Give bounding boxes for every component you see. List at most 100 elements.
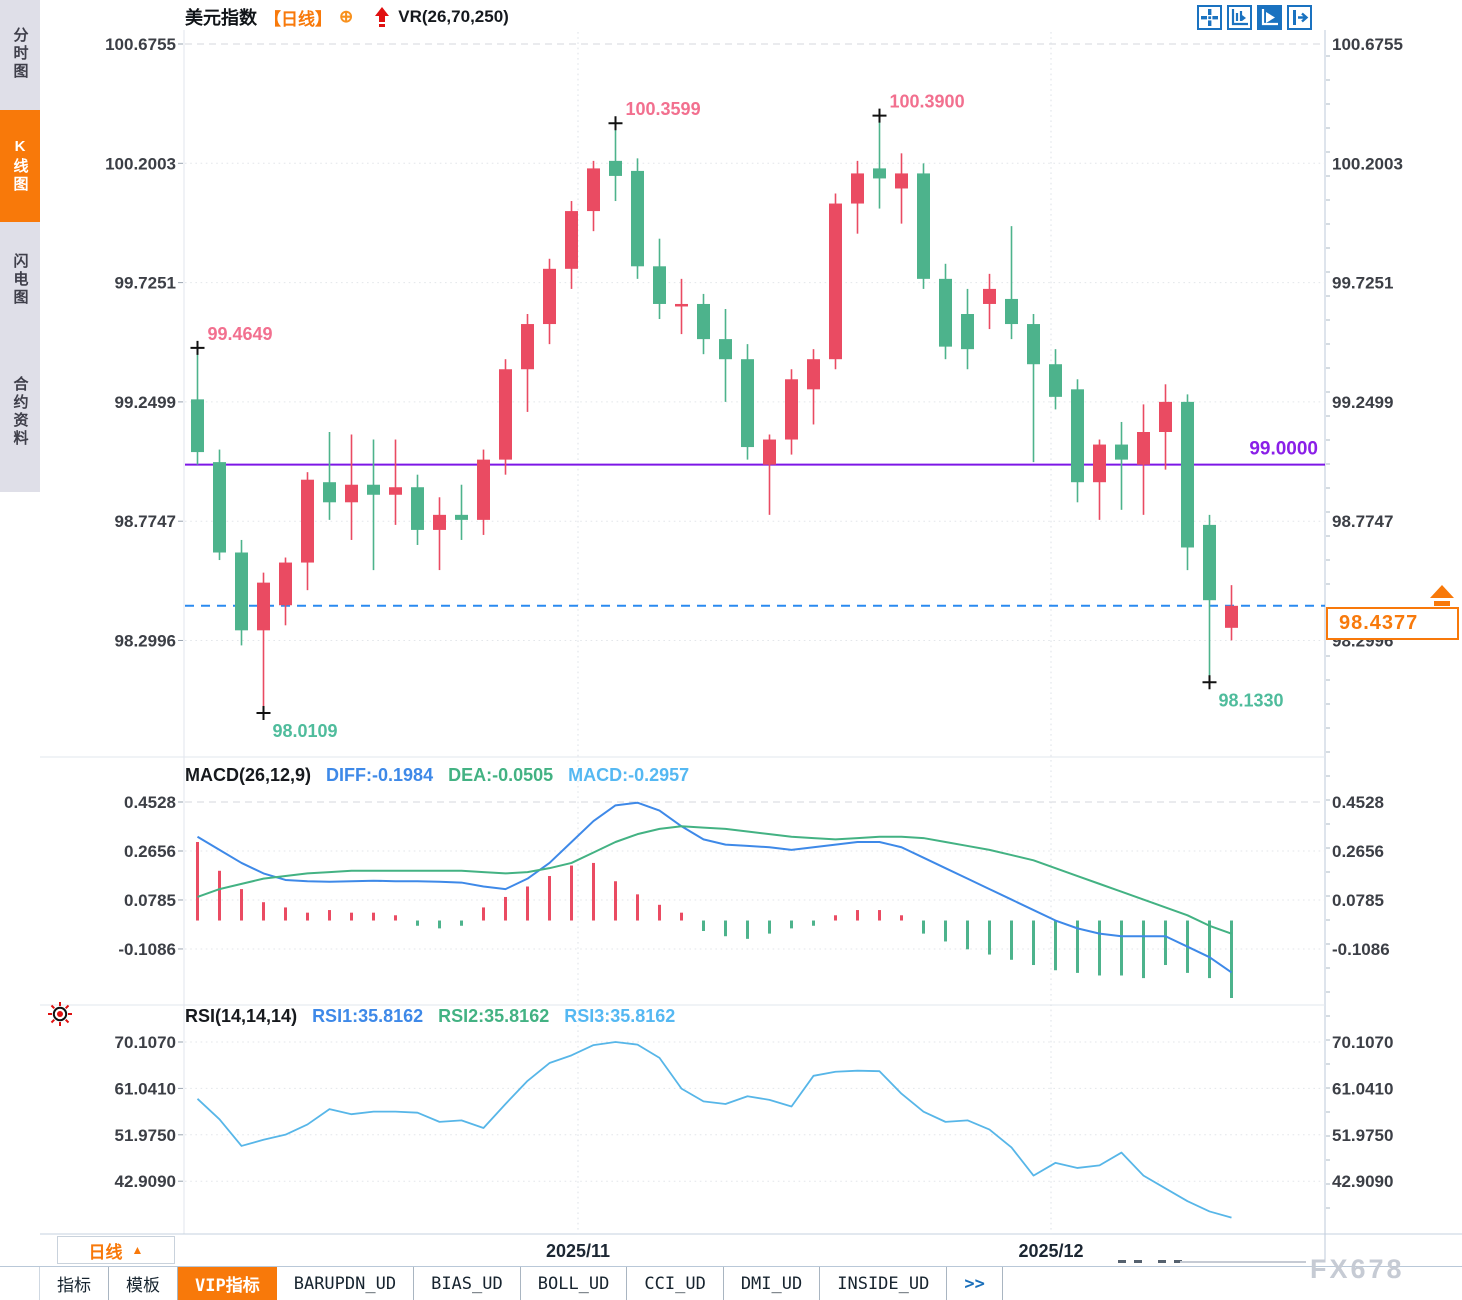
fx678-watermark: FX678 [1310, 1254, 1405, 1284]
vr-up-arrow-icon [375, 7, 390, 27]
axis-scale-icon[interactable] [1227, 5, 1252, 30]
candle-body [279, 562, 292, 606]
y-axis-label: 0.2656 [124, 842, 176, 861]
candle-body [565, 211, 578, 269]
symbol-title: 美元指数 [185, 8, 257, 28]
indicator-sun-icon[interactable] [45, 999, 75, 1029]
tab-BOLL_UD[interactable]: BOLL_UD [521, 1267, 628, 1300]
y-axis-label: -0.1086 [118, 940, 176, 959]
candles-layer [191, 115, 1238, 713]
macd-histogram-bar [856, 910, 859, 921]
macd-histogram-bar [1098, 920, 1101, 976]
macd-histogram-bar [922, 920, 925, 934]
tab-VIP指标[interactable]: VIP指标 [178, 1267, 277, 1300]
rsi-layer [196, 1041, 1232, 1219]
macd-histogram-bar [1230, 920, 1233, 998]
extreme-price-label: 99.4649 [208, 324, 273, 344]
macd-histogram-bar [834, 915, 837, 921]
candle-body [829, 203, 842, 360]
extreme-price-label: 98.1330 [1219, 690, 1284, 710]
macd-histogram-bar [658, 904, 661, 921]
y-axis-label: 98.2996 [115, 631, 176, 650]
annotations-layer: 99.4649 98.0109 100.3599 100.3900 98.1330 [190, 92, 1284, 741]
macd-histogram-bar [372, 912, 375, 921]
y-axis-label: 99.2499 [115, 393, 176, 412]
sidebar-item-3[interactable]: 闪电图 [11, 253, 29, 307]
period-tag: 【日线】 [264, 9, 332, 29]
period-selector[interactable]: 日线 ▲ [57, 1236, 175, 1264]
period-selector-label: 日线 [88, 1242, 123, 1262]
tab-more-button[interactable]: >> [947, 1267, 1003, 1300]
macd-histogram-bar [812, 920, 815, 926]
macd-histogram-bar [196, 841, 199, 921]
macd-histogram-bar [350, 912, 353, 921]
shift-right-icon[interactable] [1287, 5, 1312, 30]
tab-模板[interactable]: 模板 [109, 1267, 178, 1300]
sidebar-item-1[interactable]: 分时图 [11, 27, 29, 81]
candle-body [697, 303, 710, 340]
y-axis-label: 0.4528 [124, 793, 176, 812]
tab-DMI_UD[interactable]: DMI_UD [724, 1267, 821, 1300]
tab-INSIDE_UD[interactable]: INSIDE_UD [820, 1267, 948, 1300]
candle-body [741, 359, 754, 448]
candle-body [389, 487, 402, 495]
tab-CCI_UD[interactable]: CCI_UD [627, 1267, 724, 1300]
candle-body [1049, 364, 1062, 397]
candle-body [411, 487, 424, 530]
y-axis-label: 51.9750 [1332, 1126, 1393, 1145]
candle-body [1181, 401, 1194, 548]
candle-body [521, 324, 534, 370]
pan-crosshair-icon[interactable] [1197, 5, 1222, 30]
scroll-dash [1118, 1260, 1126, 1263]
y-axis-label: 0.4528 [1332, 793, 1384, 812]
y-axis-label: 100.2003 [1332, 154, 1403, 173]
extreme-cross-mark [256, 705, 271, 720]
y-axis-label: 100.2003 [105, 154, 176, 173]
current-price-box: 98.4377 [1326, 607, 1459, 640]
macd-histogram-bar [966, 920, 969, 950]
rsi-legend: RSI(14,14,14) RSI1:35.8162 RSI2:35.8162 … [185, 1006, 675, 1028]
chart-toolbar [1197, 5, 1312, 30]
candle-body [235, 552, 248, 631]
auto-follow-icon[interactable] [1257, 5, 1282, 30]
candle-body [807, 359, 820, 390]
y-axis-label: 98.7747 [1332, 512, 1393, 531]
rsi-title: RSI(14,14,14) [185, 1006, 298, 1026]
macd-diff-value: DIFF:-0.1984 [326, 765, 434, 785]
rsi-line [196, 1041, 1232, 1219]
tab-BARUPDN_UD[interactable]: BARUPDN_UD [277, 1267, 415, 1300]
y-axis-label: 0.2656 [1332, 842, 1384, 861]
triangle-up-icon: ▲ [131, 1243, 144, 1257]
candle-body [873, 168, 886, 179]
axis-labels-layer: 100.6755 100.6755 100.2003 100.2003 99.7251 9… [105, 35, 1403, 1261]
grid-layer [40, 30, 1462, 1262]
y-axis-label: 0.0785 [124, 891, 176, 910]
macd-histogram-bar [416, 920, 419, 926]
candle-body [543, 268, 556, 325]
candle-body [1225, 605, 1238, 628]
candle-body [1159, 401, 1172, 433]
tab-BIAS_UD[interactable]: BIAS_UD [414, 1267, 521, 1300]
candle-body [1093, 444, 1106, 483]
macd-layer [196, 801, 1233, 998]
macd-histogram-bar [614, 881, 617, 921]
circle-plus-icon[interactable]: ⊕ [339, 7, 354, 26]
sidebar-item-4[interactable]: 合约资料 [11, 376, 29, 448]
y-axis-label: 100.6755 [105, 35, 176, 54]
y-axis-label: 70.1070 [115, 1033, 176, 1052]
extreme-price-label: 100.3900 [890, 92, 965, 112]
macd-histogram-bar [482, 907, 485, 921]
extreme-cross-mark [872, 108, 887, 123]
x-axis-month-label: 2025/12 [1018, 1241, 1083, 1261]
macd-histogram-bar [218, 870, 221, 921]
macd-macd-value: MACD:-0.2957 [568, 765, 690, 785]
macd-histogram-bar [988, 920, 991, 955]
candle-body [433, 514, 446, 530]
sidebar-item-2[interactable]: K线图 [0, 110, 40, 222]
tab-指标[interactable]: 指标 [40, 1267, 109, 1300]
candle-body [301, 479, 314, 563]
macd-histogram-bar [438, 920, 441, 929]
candle-body [653, 266, 666, 304]
